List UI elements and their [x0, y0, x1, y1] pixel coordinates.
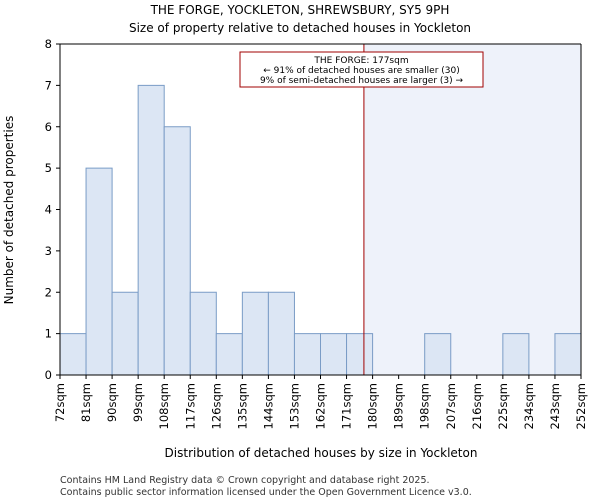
- x-tick-label: 144sqm: [261, 383, 275, 429]
- x-axis-label: Distribution of detached houses by size …: [165, 446, 478, 460]
- y-axis-label: Number of detached properties: [2, 116, 16, 305]
- x-tick-label: 225sqm: [496, 383, 510, 429]
- bar-198sqm: [424, 333, 452, 376]
- annotation-box: [239, 51, 484, 88]
- footer-line-2: Contains public sector information licen…: [60, 487, 472, 498]
- y-tick-label: 2: [45, 285, 52, 299]
- x-tick-label: 117sqm: [183, 383, 197, 429]
- x-tick-label: 234sqm: [522, 383, 536, 429]
- y-tick-label: 5: [45, 161, 52, 175]
- x-tick-label: 135sqm: [235, 383, 249, 429]
- bar-135sqm: [241, 291, 269, 376]
- y-tick-label: 1: [45, 327, 52, 341]
- bar-90sqm: [111, 291, 139, 376]
- footer-line-1: Contains HM Land Registry data © Crown c…: [60, 475, 430, 486]
- x-tick-label: 216sqm: [470, 383, 484, 429]
- x-tick-label: 99sqm: [131, 383, 145, 422]
- bar-72sqm: [59, 333, 87, 376]
- bar-153sqm: [293, 333, 322, 376]
- chart-title: THE FORGE, YOCKLETON, SHREWSBURY, SY5 9P…: [150, 3, 450, 17]
- x-tick-label: 180sqm: [366, 383, 380, 429]
- y-tick-label: 3: [45, 244, 52, 258]
- bar-171sqm: [346, 333, 374, 376]
- x-tick-label: 207sqm: [444, 383, 458, 429]
- bar-243sqm: [554, 333, 582, 376]
- bar-225sqm: [502, 333, 530, 376]
- x-tick-label: 252sqm: [574, 383, 588, 429]
- y-tick-label: 8: [45, 37, 52, 51]
- bar-117sqm: [189, 291, 217, 376]
- x-tick-label: 108sqm: [157, 383, 171, 429]
- x-tick-label: 162sqm: [314, 383, 328, 429]
- x-tick-label: 126sqm: [209, 383, 223, 429]
- annotation-smaller: ← 91% of detached houses are smaller (30…: [263, 66, 460, 76]
- x-tick-label: 153sqm: [287, 383, 301, 429]
- x-tick-label: 90sqm: [105, 383, 119, 422]
- x-tick-label: 189sqm: [392, 383, 406, 429]
- bar-126sqm: [215, 333, 243, 376]
- y-tick-label: 0: [45, 368, 52, 382]
- y-tick-label: 4: [45, 203, 52, 217]
- bar-162sqm: [320, 333, 348, 376]
- x-tick-label: 72sqm: [53, 383, 67, 422]
- bar-144sqm: [267, 291, 295, 376]
- x-tick-label: 243sqm: [548, 383, 562, 429]
- x-tick-label: 81sqm: [79, 383, 93, 422]
- annotation-title: THE FORGE: 177sqm: [313, 56, 408, 66]
- y-tick-label: 7: [45, 78, 52, 92]
- x-tick-label: 171sqm: [340, 383, 354, 429]
- bar-81sqm: [85, 167, 113, 376]
- bar-99sqm: [137, 84, 165, 376]
- x-tick-label: 198sqm: [418, 383, 432, 429]
- annotation-larger: 9% of semi-detached houses are larger (3…: [260, 76, 464, 86]
- chart-subtitle: Size of property relative to detached ho…: [129, 21, 471, 35]
- y-tick-label: 6: [45, 120, 52, 134]
- bar-108sqm: [163, 126, 191, 376]
- larger-than-property-shade: [363, 44, 581, 375]
